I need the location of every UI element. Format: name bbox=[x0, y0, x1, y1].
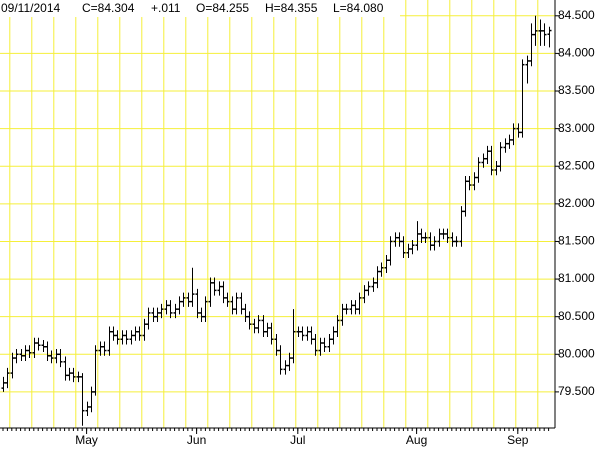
y-tick-label: 80.000 bbox=[558, 346, 595, 360]
header-high: H=84.355 bbox=[265, 1, 318, 15]
header-change: +.011 bbox=[151, 1, 181, 15]
y-tick-label: 82.000 bbox=[558, 196, 595, 210]
plot bbox=[1, 15, 552, 426]
x-tick-label: Aug bbox=[406, 433, 427, 447]
header-bg bbox=[0, 0, 400, 17]
y-tick-label: 82.500 bbox=[558, 158, 595, 172]
y-tick-label: 83.000 bbox=[558, 121, 595, 135]
x-tick-label: May bbox=[75, 433, 98, 447]
grid bbox=[0, 0, 555, 428]
y-tick-label: 80.500 bbox=[558, 309, 595, 323]
header-low: L=84.080 bbox=[333, 1, 384, 15]
header-date: 09/11/2014 bbox=[1, 1, 60, 15]
x-tick-label: Sep bbox=[507, 433, 529, 447]
x-tick-label: Jun bbox=[187, 433, 206, 447]
y-tick-label: 84.500 bbox=[558, 8, 595, 22]
x-tick-label: Jul bbox=[290, 433, 305, 447]
y-tick-label: 81.500 bbox=[558, 234, 595, 248]
y-tick-label: 84.000 bbox=[558, 46, 595, 60]
y-tick-label: 81.000 bbox=[558, 271, 595, 285]
header-open: O=84.255 bbox=[196, 1, 249, 15]
y-tick-label: 83.500 bbox=[558, 83, 595, 97]
y-tick-label: 79.500 bbox=[558, 384, 595, 398]
header-close: C=84.304 bbox=[82, 1, 135, 15]
